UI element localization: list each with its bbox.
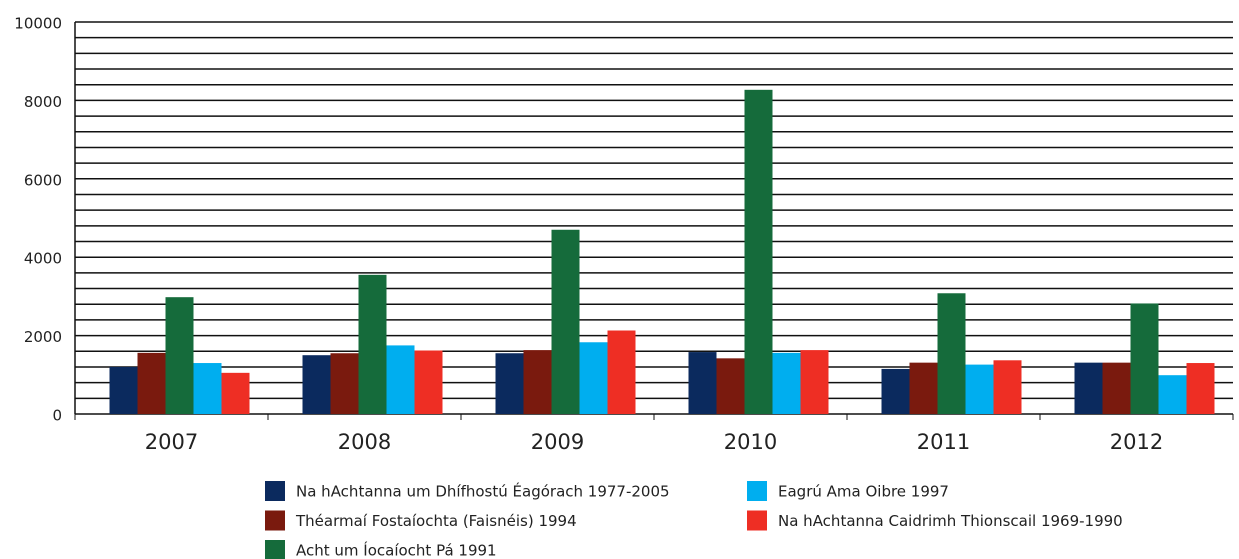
bar xyxy=(909,362,938,414)
bar xyxy=(772,352,801,414)
bar xyxy=(937,293,966,414)
bar xyxy=(607,330,636,414)
bar xyxy=(221,372,250,414)
y-tick-label: 0 xyxy=(52,407,62,425)
legend-swatch xyxy=(265,481,285,501)
bar xyxy=(993,360,1022,414)
bar xyxy=(1158,375,1187,414)
x-tick-label: 2009 xyxy=(531,430,584,454)
legend-label: Acht um Íocaíocht Pá 1991 xyxy=(296,541,497,559)
bar xyxy=(495,353,524,414)
bar xyxy=(1186,363,1215,414)
bar xyxy=(551,229,580,414)
bar xyxy=(523,350,552,414)
y-tick-label: 10000 xyxy=(14,15,62,33)
legend-label: Na hAchtanna um Dhífhostú Éagórach 1977-… xyxy=(296,482,670,501)
x-tick-label: 2012 xyxy=(1110,430,1163,454)
x-tick-label: 2007 xyxy=(145,430,198,454)
y-tick-label: 2000 xyxy=(24,328,62,346)
bar xyxy=(1130,303,1159,414)
bar xyxy=(716,358,745,414)
legend-label: Na hAchtanna Caidrimh Thionscail 1969-19… xyxy=(778,512,1123,530)
y-tick-label: 6000 xyxy=(24,171,62,189)
bar xyxy=(579,342,608,414)
bar xyxy=(358,274,387,414)
x-tick-label: 2010 xyxy=(724,430,777,454)
bar xyxy=(386,345,415,414)
bar xyxy=(302,355,331,414)
legend-swatch xyxy=(747,481,767,501)
x-tick-label: 2008 xyxy=(338,430,391,454)
bar xyxy=(881,368,910,414)
legend-label: Théarmaí Fostaíochta (Faisnéis) 1994 xyxy=(295,512,577,530)
bar xyxy=(1102,362,1131,414)
bar xyxy=(109,366,138,414)
legend-swatch xyxy=(265,510,285,531)
bar xyxy=(965,364,994,414)
legend-swatch xyxy=(747,510,767,531)
bar xyxy=(800,350,829,414)
x-tick-label: 2011 xyxy=(917,430,970,454)
bar xyxy=(137,352,166,414)
bar xyxy=(193,363,222,414)
legend-label: Eagrú Ama Oibre 1997 xyxy=(778,483,949,501)
bar xyxy=(744,89,773,414)
bar xyxy=(688,352,717,414)
y-tick-label: 8000 xyxy=(24,93,62,111)
bar xyxy=(1074,362,1103,414)
bar xyxy=(165,297,194,414)
legend-swatch xyxy=(265,540,285,559)
bar xyxy=(330,353,359,414)
bar xyxy=(414,350,443,414)
y-tick-label: 4000 xyxy=(24,250,62,268)
